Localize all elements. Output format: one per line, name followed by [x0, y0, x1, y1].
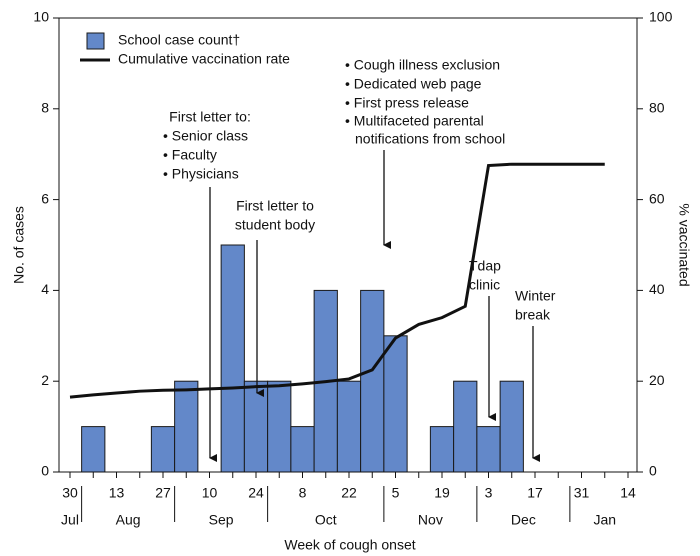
- bar: [476, 426, 501, 473]
- x-tick-label: 10: [202, 485, 218, 501]
- y-tick-label: 2: [41, 372, 49, 388]
- annotation-text: Winter: [515, 288, 556, 304]
- x-tick-label: 27: [155, 485, 171, 501]
- x-tick-label: 3: [485, 485, 493, 501]
- bar: [267, 380, 292, 473]
- y2-tick-label: 40: [649, 281, 665, 297]
- month-label: Nov: [418, 512, 443, 528]
- bar: [383, 335, 408, 473]
- legend-label: School case count†: [118, 32, 240, 48]
- x-tick-label: 17: [527, 485, 543, 501]
- month-label: Dec: [511, 512, 536, 528]
- line: [69, 162, 605, 399]
- bar: [174, 380, 199, 473]
- annotation-text: • Multifaceted parental: [345, 113, 484, 129]
- x-axis-label: Week of cough onset: [284, 537, 415, 553]
- legend-label: Cumulative vaccination rate: [118, 51, 290, 67]
- y2-tick-label: 20: [649, 372, 665, 388]
- y-tick-label: 6: [41, 190, 49, 206]
- x-tick-label: 22: [341, 485, 357, 501]
- x-tick-label: 5: [392, 485, 400, 501]
- bar: [336, 380, 362, 473]
- x-tick-label: 8: [299, 485, 307, 501]
- y2-tick-label: 60: [649, 190, 665, 206]
- y2-tick-label: 80: [649, 100, 665, 116]
- annotation-text: clinic: [469, 277, 500, 293]
- annotation-text: First letter to: [236, 198, 314, 214]
- bar: [150, 426, 176, 473]
- annotation-text: Tdap: [469, 258, 501, 274]
- bar: [499, 380, 524, 473]
- annotation-text: • Faculty: [163, 147, 217, 163]
- plot-frame: [58, 17, 638, 473]
- annotation-text: break: [515, 307, 551, 323]
- legend-swatch: [86, 32, 105, 50]
- annotation-text: notifications from school: [355, 131, 505, 147]
- y2-axis-label: % vaccinated: [676, 203, 692, 286]
- y-tick-label: 8: [41, 100, 49, 116]
- month-label: Aug: [116, 512, 141, 528]
- bar: [243, 380, 269, 473]
- x-tick-label: 14: [620, 485, 636, 501]
- y-tick-label: 10: [33, 9, 49, 25]
- bar: [290, 426, 315, 473]
- bar: [429, 426, 455, 473]
- x-tick-label: 30: [62, 485, 78, 501]
- month-label: Jul: [61, 512, 79, 528]
- y-tick-label: 0: [41, 463, 49, 479]
- y-axis-label: No. of cases: [11, 206, 27, 284]
- annotation-text: • Dedicated web page: [345, 76, 482, 92]
- annotation-text: • Senior class: [163, 128, 248, 144]
- annotation-text: student body: [235, 217, 315, 233]
- bar: [360, 289, 385, 473]
- x-tick-label: 13: [109, 485, 125, 501]
- x-tick-label: 19: [434, 485, 450, 501]
- annotation-text: First letter to:: [169, 109, 251, 125]
- annotation-text: • Cough illness exclusion: [345, 57, 500, 73]
- y-tick-label: 4: [41, 281, 49, 297]
- annotation-text: • Physicians: [163, 166, 239, 182]
- bar: [453, 380, 478, 473]
- bar: [220, 244, 245, 473]
- month-label: Jan: [593, 512, 616, 528]
- x-tick-label: 24: [248, 485, 264, 501]
- bar: [81, 426, 106, 473]
- y2-tick-label: 100: [649, 9, 673, 25]
- month-label: Sep: [209, 512, 234, 528]
- month-label: Oct: [315, 512, 337, 528]
- x-tick-label: 31: [574, 485, 590, 501]
- y2-tick-label: 0: [649, 463, 657, 479]
- annotation-text: • First press release: [345, 95, 469, 111]
